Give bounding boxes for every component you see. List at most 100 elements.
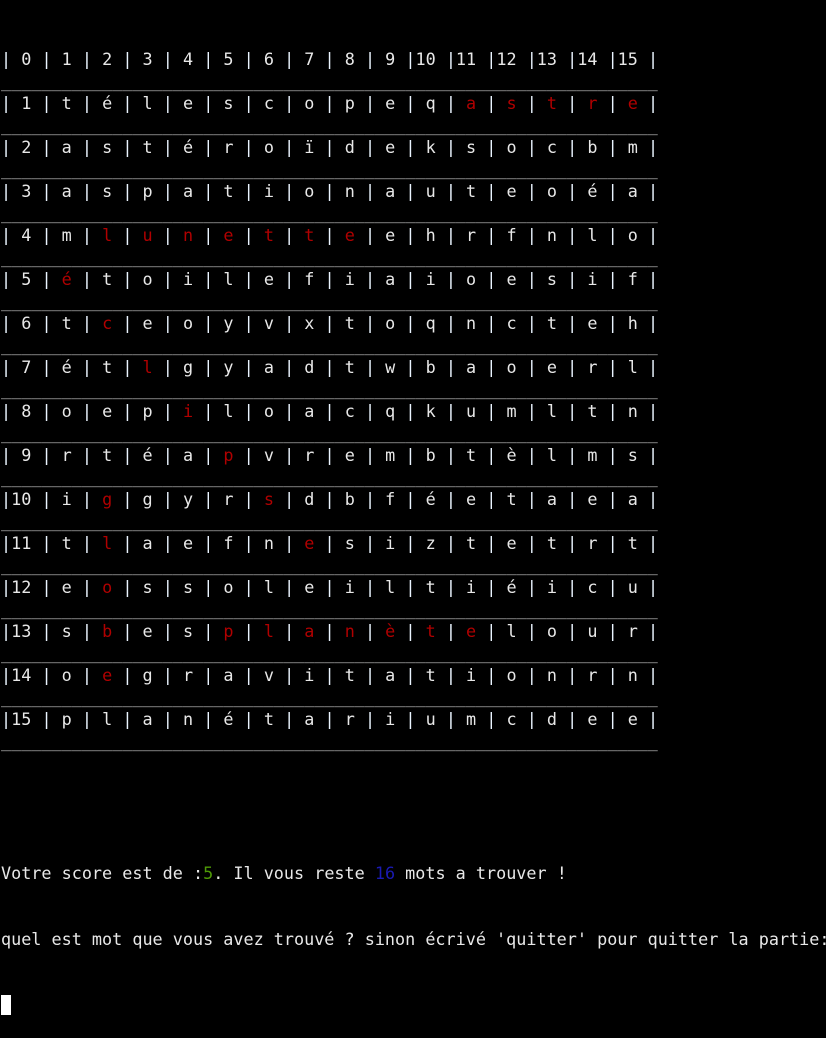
pad [274, 401, 284, 421]
row-index: 12 [11, 577, 32, 597]
grid-letter: b [425, 357, 436, 377]
grid-letter: e [587, 709, 598, 729]
pad [436, 665, 446, 685]
grid-letter: t [466, 533, 477, 553]
separator: | [486, 621, 497, 641]
row-divider: ________________________________________… [1, 159, 658, 179]
pad [132, 401, 142, 421]
pad [557, 93, 567, 113]
separator: | [486, 401, 497, 421]
separator: | [648, 665, 659, 685]
separator: | [445, 445, 456, 465]
found-letter: e [102, 665, 113, 685]
separator: | [324, 269, 335, 289]
separator: | [81, 665, 92, 685]
pad [517, 137, 527, 157]
pad [254, 49, 264, 69]
pad [618, 313, 628, 333]
grid-letter: a [466, 357, 477, 377]
pad [254, 489, 264, 509]
separator: | [122, 269, 133, 289]
grid-letter: e [627, 709, 638, 729]
pad [436, 181, 446, 201]
separator: | [364, 357, 376, 377]
pad [92, 489, 102, 509]
separator: | [122, 489, 133, 509]
text-cursor[interactable] [1, 995, 11, 1015]
pad [456, 181, 466, 201]
pad [375, 49, 385, 69]
pad [294, 445, 304, 465]
pad [557, 269, 567, 289]
pad [496, 445, 506, 465]
pad [153, 181, 163, 201]
separator: | [81, 49, 92, 69]
column-index: 7 [304, 49, 315, 69]
separator: | [486, 489, 497, 509]
pad [456, 665, 466, 685]
pad [597, 577, 607, 597]
grid-letter: a [61, 181, 72, 201]
grid-row: |10 | i | g | g | y | r | s | d | b | f … [1, 488, 826, 510]
pad [153, 49, 163, 69]
grid-letter: a [61, 137, 72, 157]
pad [254, 93, 264, 113]
separator: | [203, 577, 214, 597]
separator: | [1, 489, 12, 509]
found-letter: l [102, 533, 113, 553]
pad [496, 621, 506, 641]
separator: | [284, 269, 295, 289]
pad [335, 665, 345, 685]
separator: | [648, 489, 659, 509]
grid-letter: f [304, 269, 315, 289]
pad [173, 313, 183, 333]
separator: | [203, 401, 214, 421]
pad [72, 621, 82, 641]
pad [476, 181, 486, 201]
column-index: 10 [415, 49, 436, 69]
pad [234, 709, 244, 729]
separator: | [648, 401, 659, 421]
separator: | [324, 49, 335, 69]
pad [294, 357, 304, 377]
grid-letter: e [304, 577, 315, 597]
grid-row: | 2 | a | s | t | é | r | o | ï | d | e … [1, 136, 826, 158]
pad [375, 577, 385, 597]
separator: | [162, 313, 173, 333]
grid-letter: n [627, 401, 638, 421]
pad [415, 225, 425, 245]
pad [314, 445, 324, 465]
grid-letter: a [304, 401, 315, 421]
pad [335, 533, 345, 553]
pad [557, 137, 567, 157]
row-divider: ________________________________________… [1, 115, 658, 135]
pad [193, 709, 203, 729]
row-divider: ________________________________________… [1, 335, 658, 355]
separator: | [162, 137, 173, 157]
separator: | [81, 445, 92, 465]
separator: | [445, 665, 456, 685]
pad [72, 445, 82, 465]
grid-letter: t [546, 533, 558, 553]
separator: | [1, 181, 12, 201]
grid-letter: n [182, 709, 194, 729]
pad [274, 313, 284, 333]
separator: | [567, 137, 578, 157]
separator: | [607, 93, 618, 113]
separator: | [526, 401, 537, 421]
pad [355, 533, 365, 553]
grid-letter: f [223, 533, 234, 553]
separator: | [526, 577, 537, 597]
separator: | [41, 357, 52, 377]
pad [234, 269, 244, 289]
input-line[interactable] [1, 994, 826, 1016]
grid-letter: t [61, 533, 72, 553]
pad [638, 49, 648, 69]
pad [314, 269, 324, 289]
pad [153, 489, 163, 509]
separator: | [486, 93, 497, 113]
pad [213, 313, 223, 333]
pad [132, 533, 142, 553]
pad [557, 401, 567, 421]
pad [456, 269, 466, 289]
